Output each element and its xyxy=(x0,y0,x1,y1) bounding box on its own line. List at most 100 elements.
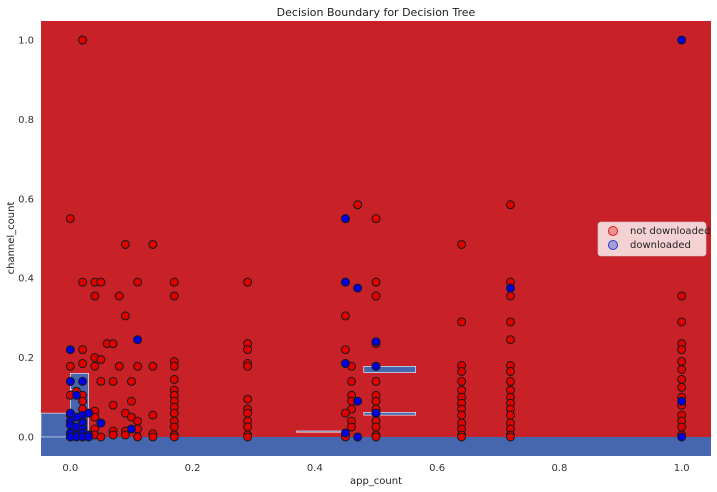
x-tick-label-1: 0.2 xyxy=(185,463,201,474)
downloaded-point-2 xyxy=(340,277,350,287)
not-downloaded-point-70 xyxy=(505,376,515,386)
not-downloaded-point-16 xyxy=(243,277,253,287)
x-axis-label: app_count xyxy=(350,476,402,487)
y-tick-label-3: 0.6 xyxy=(18,194,34,205)
downloaded-point-36 xyxy=(353,432,363,442)
legend-label-downloaded: downloaded xyxy=(630,240,691,251)
not-downloaded-point-65 xyxy=(126,376,136,386)
not-downloaded-point-9 xyxy=(148,239,158,249)
region-downloaded-5 xyxy=(363,412,417,416)
y-axis-label: channel_count xyxy=(6,202,17,275)
not-downloaded-point-53 xyxy=(133,361,143,371)
x-tick-label-2: 0.4 xyxy=(307,463,323,474)
y-tick-label-4: 0.8 xyxy=(18,115,34,126)
y-tick-label-5: 1.0 xyxy=(18,36,34,47)
not-downloaded-point-109 xyxy=(243,408,253,418)
not-downloaded-point-10 xyxy=(457,239,467,249)
not-downloaded-point-11 xyxy=(78,277,88,287)
not-downloaded-point-63 xyxy=(96,376,106,386)
not-downloaded-point-68 xyxy=(371,376,381,386)
not-downloaded-point-139 xyxy=(108,430,118,440)
x-tick-label-0: 0.0 xyxy=(62,463,78,474)
not-downloaded-point-32 xyxy=(108,339,118,349)
legend-marker-downloaded xyxy=(608,240,618,250)
not-downloaded-point-20 xyxy=(90,291,100,301)
not-downloaded-point-24 xyxy=(505,291,515,301)
not-downloaded-point-88 xyxy=(126,396,136,406)
not-downloaded-point-112 xyxy=(457,410,467,420)
not-downloaded-point-1 xyxy=(78,35,88,45)
not-downloaded-point-138 xyxy=(96,432,106,442)
not-downloaded-point-158 xyxy=(457,432,467,442)
not-downloaded-point-38 xyxy=(340,345,350,355)
not-downloaded-point-42 xyxy=(78,359,88,369)
not-downloaded-point-152 xyxy=(148,432,158,442)
downloaded-point-19 xyxy=(84,408,94,418)
regions-downloaded xyxy=(40,366,711,456)
not-downloaded-point-91 xyxy=(371,396,381,406)
not-downloaded-point-132 xyxy=(347,422,357,432)
downloaded-point-37 xyxy=(677,432,687,442)
not-downloaded-point-157 xyxy=(371,432,381,442)
not-downloaded-point-56 xyxy=(243,361,253,371)
not-downloaded-point-22 xyxy=(169,291,179,301)
not-downloaded-point-54 xyxy=(148,361,158,371)
not-downloaded-point-131 xyxy=(243,422,253,432)
not-downloaded-point-130 xyxy=(169,422,179,432)
y-tick-label-1: 0.2 xyxy=(18,353,34,364)
not-downloaded-point-89 xyxy=(243,394,253,404)
not-downloaded-point-37 xyxy=(78,345,88,355)
downloaded-point-8 xyxy=(340,359,350,369)
not-downloaded-point-108 xyxy=(169,408,179,418)
not-downloaded-point-40 xyxy=(677,345,687,355)
downloaded-point-31 xyxy=(340,428,350,438)
y-axis-ticks: 0.0 0.2 0.4 0.6 0.8 1.0 xyxy=(18,36,34,444)
downloaded-point-3 xyxy=(353,283,363,293)
downloaded-point-10 xyxy=(65,376,75,386)
not-downloaded-point-51 xyxy=(90,361,100,371)
y-tick-label-2: 0.4 xyxy=(18,274,34,285)
not-downloaded-point-30 xyxy=(677,317,687,327)
not-downloaded-point-61 xyxy=(677,364,687,374)
not-downloaded-point-110 xyxy=(340,408,350,418)
not-downloaded-point-15 xyxy=(169,277,179,287)
not-downloaded-point-5 xyxy=(353,200,363,210)
downloaded-point-30 xyxy=(126,424,136,434)
not-downloaded-point-8 xyxy=(120,239,130,249)
not-downloaded-point-151 xyxy=(133,432,143,442)
not-downloaded-point-154 xyxy=(243,432,253,442)
legend: not downloaded downloaded xyxy=(597,221,710,257)
downloaded-point-6 xyxy=(371,337,381,347)
not-downloaded-point-113 xyxy=(505,410,515,420)
not-downloaded-point-117 xyxy=(133,416,143,426)
not-downloaded-point-153 xyxy=(169,432,179,442)
legend-marker-not-downloaded xyxy=(608,226,618,236)
not-downloaded-point-21 xyxy=(114,291,124,301)
not-downloaded-point-7 xyxy=(505,200,515,210)
not-downloaded-point-6 xyxy=(371,214,381,224)
not-downloaded-point-159 xyxy=(505,432,515,442)
not-downloaded-point-64 xyxy=(108,376,118,386)
not-downloaded-point-66 xyxy=(169,374,179,384)
not-downloaded-point-71 xyxy=(677,374,687,384)
y-tick-label-0: 0.0 xyxy=(18,432,34,443)
downloaded-point-1 xyxy=(340,214,350,224)
not-downloaded-point-23 xyxy=(371,291,381,301)
downloaded-point-35 xyxy=(84,432,94,442)
x-tick-label-3: 0.6 xyxy=(429,463,445,474)
not-downloaded-point-60 xyxy=(505,366,515,376)
not-downloaded-point-29 xyxy=(505,317,515,327)
region-downloaded-0 xyxy=(41,436,711,456)
series-downloaded xyxy=(65,35,687,442)
chart-title: Decision Boundary for Decision Tree xyxy=(277,6,476,19)
legend-box xyxy=(597,221,707,257)
not-downloaded-point-52 xyxy=(114,361,124,371)
not-downloaded-point-86 xyxy=(108,400,118,410)
downloaded-point-9 xyxy=(371,361,381,371)
downloaded-point-22 xyxy=(96,418,106,428)
not-downloaded-point-49 xyxy=(677,357,687,367)
not-downloaded-point-27 xyxy=(340,311,350,321)
not-downloaded-point-18 xyxy=(371,277,381,287)
downloaded-point-14 xyxy=(677,396,687,406)
